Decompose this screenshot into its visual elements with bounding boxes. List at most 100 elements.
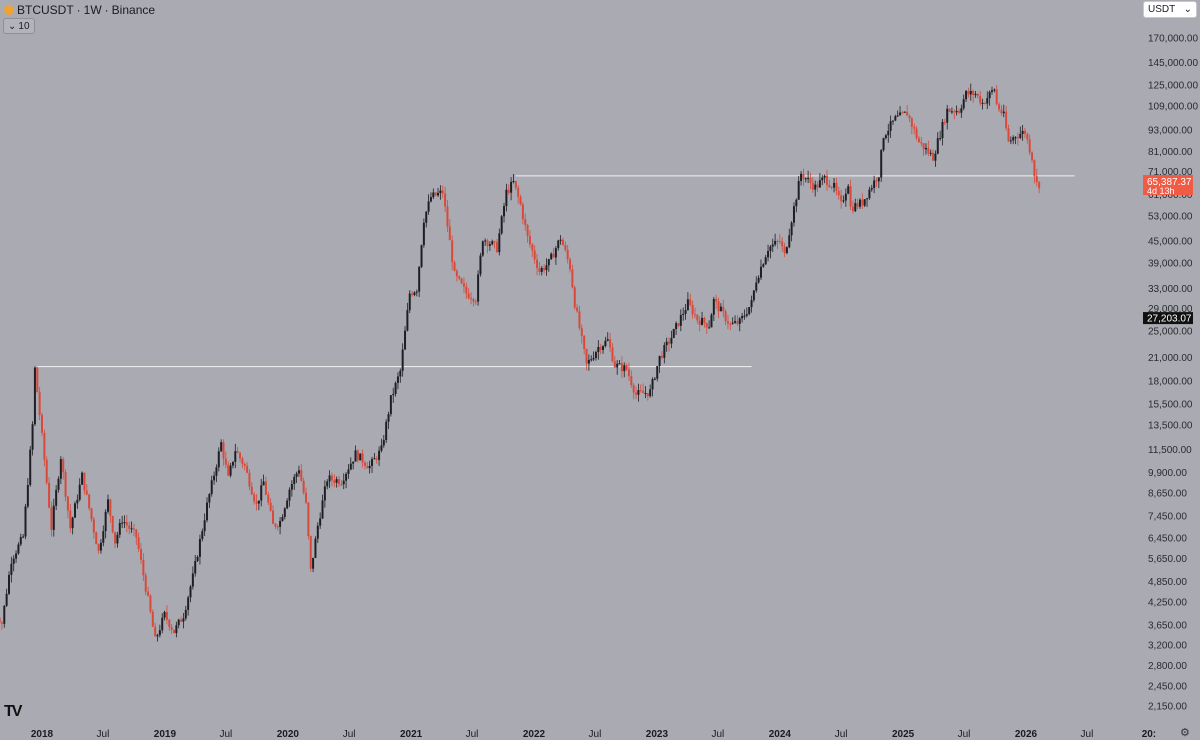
candle-body [451,240,454,263]
candle-body [319,518,322,526]
candle-body [71,517,74,529]
price-tick-label: 3,200.00 [1148,641,1187,652]
tradingview-logo-icon[interactable]: TV [4,703,23,720]
time-tick-label: Jul [97,729,110,740]
candle-body [816,184,819,188]
candle-body [283,508,286,517]
candle-body [189,586,192,598]
candle-body [180,619,183,622]
candle-body [495,242,498,253]
candle-body [547,259,550,266]
candle-body [57,478,60,490]
candle-body [882,138,885,151]
candle-body [222,442,225,459]
collapse-button[interactable]: ⌄ 10 [3,18,35,34]
candle-body [208,494,211,503]
candle-body [74,503,77,518]
candle-body [861,199,864,206]
candle-body [922,143,925,150]
candle-body [194,560,197,574]
bitcoin-icon [4,5,14,15]
candle-body [1031,152,1034,161]
candle-body [373,458,376,460]
candle-body [679,314,682,326]
time-tick-label: Jul [835,729,848,740]
candle-body [755,282,758,291]
candle-body [616,363,619,368]
candle-body [330,475,333,481]
candle-body [97,544,100,551]
candle-body [399,370,402,377]
candle-body [477,274,480,302]
candle-body [3,605,6,624]
candle-body [224,458,227,465]
candle-body [444,193,447,207]
candle-body [196,556,199,561]
candle-body [246,465,249,473]
candle-body [795,199,798,207]
candle-body [670,337,673,344]
candle-body [774,240,777,245]
candle-body [835,182,838,191]
candle-body [50,507,53,530]
candle-body [531,244,534,251]
candle-body [750,300,753,308]
candle-body [592,358,595,360]
candle-body [170,627,173,630]
price-tick-label: 93,000.00 [1148,126,1193,137]
candle-body [769,246,772,252]
candle-body [625,365,628,370]
candle-body [738,318,741,324]
candle-body [630,376,633,386]
candle-body [606,339,609,341]
candle-body [415,291,418,293]
time-tick-label: Jul [958,729,971,740]
candle-body [788,235,791,248]
price-tick-label: 109,000.00 [1148,101,1198,112]
candle-body [915,128,918,139]
candle-body [168,619,171,628]
candle-body [510,181,513,193]
collapse-count: 10 [18,20,30,32]
candle-body [385,421,388,441]
candle-body [708,327,711,329]
candle-body [340,484,343,486]
symbol-header[interactable]: BTCUSDT · 1W · Binance [4,2,155,18]
candle-body [950,111,953,113]
candle-body [382,440,385,446]
candle-body [974,93,977,96]
candle-body [741,315,744,319]
candle-body [642,390,645,394]
gear-icon[interactable]: ⚙ [1180,727,1190,739]
candle-body [576,307,579,312]
candle-body [163,611,166,618]
candle-body [976,93,979,96]
candle-body [368,465,371,469]
candle-body [790,222,793,236]
candle-body [116,534,119,544]
candle-body [901,112,904,114]
candle-body [347,469,350,474]
candle-body [995,89,998,105]
candle-body [26,484,29,507]
candle-body [429,197,432,202]
candle-body [965,91,968,100]
price-axis[interactable]: 170,000.00 145,000.00 125,000.00 109,000.00… [1143,34,1198,713]
candle-body [484,240,487,242]
candle-body [632,385,635,393]
candle-body [998,104,1001,110]
candle-body [267,494,270,503]
candle-body [481,241,484,256]
candle-body [811,182,814,190]
candle-body [686,299,689,311]
candle-body [19,537,22,545]
candle-body [59,459,62,479]
candle-body [526,224,529,237]
currency-selector[interactable]: USDT ⌄ [1143,1,1197,18]
candle-body [580,328,583,336]
candle-body [729,323,732,325]
time-axis[interactable]: 2018 Jul 2019 Jul 2020 Jul 2021 Jul 2022 Jul 2023 J… [31,729,1156,740]
candle-body [90,508,93,520]
